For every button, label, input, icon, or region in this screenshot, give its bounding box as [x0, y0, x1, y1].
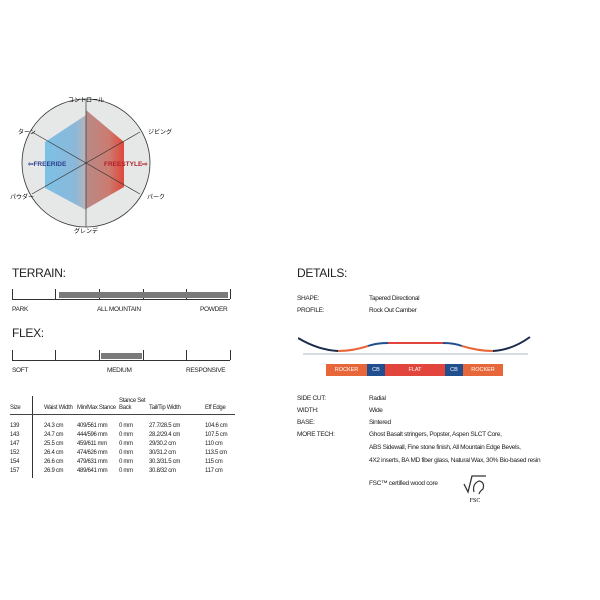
table-header: Tail/Tip Width	[149, 396, 205, 415]
terrain-label-park: PARK	[12, 306, 29, 313]
table-cell: 26.6 cm	[44, 459, 64, 465]
profile-label: PROFILE:	[297, 307, 325, 314]
table-cell: 154	[10, 459, 20, 465]
table-cell: 139	[10, 423, 20, 429]
table-cell: 0 mm	[119, 459, 133, 465]
flex-label-medium: MEDIUM	[107, 367, 132, 374]
table-header: Size	[10, 396, 44, 415]
fsc-text: FSC™ certified wood core	[369, 480, 438, 487]
table-cell: 0 mm	[119, 450, 133, 456]
table-row: 152 26.4 cm 474/626 mm 0 mm 30/31.2 cm 113.5 …	[10, 447, 235, 456]
table-row: 147 25.5 cm 459/611 mm 0 mm 29/30.2 cm 110 cm	[10, 438, 235, 447]
segment-rocker: ROCKER	[463, 364, 503, 376]
details-title: DETAILS:	[297, 266, 348, 280]
table-cell: 0 mm	[119, 423, 133, 429]
table-cell: 26.9 cm	[44, 468, 64, 474]
table-header: Waist Width	[44, 396, 77, 415]
table-cell: 409/561 mm	[77, 423, 108, 429]
table-cell: 28.2/29.4 cm	[149, 432, 181, 438]
terrain-label-powder: POWDER	[200, 306, 228, 313]
base-value: Sintered	[369, 419, 391, 426]
table-cell: 444/596 mm	[77, 432, 108, 438]
terrain-title: TERRAIN:	[12, 266, 66, 280]
segment-rocker: ROCKER	[326, 364, 367, 376]
width-value: Wide	[369, 407, 383, 414]
table-cell: 157	[10, 468, 20, 474]
size-table: Size Waist Width Min/Max Stance Stance S…	[10, 396, 235, 474]
tech-line: 4X2 inserts, BA MD fiber glass, Natural …	[369, 457, 541, 464]
flex-title: FLEX:	[12, 326, 44, 340]
shape-value: Tapered Directional	[369, 295, 420, 302]
table-cell: 30.3/31.5 cm	[149, 459, 181, 465]
axis-label-turn: ターン	[18, 128, 36, 136]
segment-flat: FLAT	[385, 364, 445, 376]
freeride-area	[45, 115, 86, 210]
base-label: BASE:	[297, 419, 315, 426]
axis-label-groomer: グレンデ	[74, 227, 98, 235]
flex-label-soft: SOFT	[12, 367, 29, 374]
sidecut-label: SIDE CUT:	[297, 395, 326, 402]
table-cell: 117 cm	[205, 468, 223, 474]
table-cell: 24.7 cm	[44, 432, 64, 438]
freeride-label: ⇦FREERIDE	[27, 161, 67, 168]
flex-label-responsive: RESPONSIVE	[186, 367, 226, 374]
table-header: Stance Set Back	[119, 396, 149, 415]
table-cell: 107.5 cm	[205, 432, 228, 438]
terrain-label-all-mountain: ALL MOUNTAIN	[97, 306, 141, 313]
table-cell: 25.5 cm	[44, 441, 64, 447]
table-cell: 24.3 cm	[44, 423, 64, 429]
table-cell: 479/631 mm	[77, 459, 108, 465]
segment-camber: CB	[445, 364, 463, 376]
fsc-logo-icon: FSC	[463, 475, 486, 504]
table-cell: 30/31.2 cm	[149, 450, 176, 456]
table-row: 157 26.9 cm 489/641 mm 0 mm 30.8/32 cm 117 cm	[10, 465, 235, 474]
tech-line: ABS Sidewall, Fine stone finish, All Mou…	[369, 444, 521, 451]
riding-style-radar: コントロール ジビング パーク グレンデ パウダー ターン ⇦FREERIDE …	[10, 97, 172, 235]
terrain-range-fill	[59, 292, 228, 298]
table-cell: 152	[10, 450, 20, 456]
table-header: Min/Max Stance	[77, 396, 119, 415]
table-cell: 29/30.2 cm	[149, 441, 176, 447]
table-cell: 0 mm	[119, 432, 133, 438]
axis-label-control: コントロール	[68, 97, 104, 104]
profile-segment-bar: ROCKER CB FLAT CB ROCKER	[326, 364, 503, 376]
table-cell: 459/611 mm	[77, 441, 107, 447]
table-cell: 0 mm	[119, 468, 133, 474]
table-cell: 110 cm	[205, 441, 223, 447]
axis-label-jibbing: ジビング	[148, 128, 172, 136]
profile-value: Rock Out Camber	[369, 307, 417, 314]
table-cell: 0 mm	[119, 441, 133, 447]
table-cell: 113.5 cm	[205, 450, 227, 456]
table-row: 139 24.3 cm 409/561 mm 0 mm 27.7/28.5 cm 104.…	[10, 415, 235, 429]
sidecut-value: Radial	[369, 395, 386, 402]
svg-text:FSC: FSC	[470, 498, 481, 504]
table-cell: 143	[10, 432, 20, 438]
axis-label-powder: パウダー	[10, 193, 34, 201]
table-header: Eff Edge	[205, 396, 235, 415]
width-label: WIDTH:	[297, 407, 319, 414]
table-cell: 115 cm	[205, 459, 223, 465]
table-row: 154 26.6 cm 479/631 mm 0 mm 30.3/31.5 cm 115 …	[10, 456, 235, 465]
tech-line: Ghost Basalt stringers, Popster, Aspen S…	[369, 431, 502, 438]
table-cell: 30.8/32 cm	[149, 468, 176, 474]
segment-camber: CB	[367, 364, 385, 376]
shape-label: SHAPE:	[297, 295, 320, 302]
profile-curve	[298, 336, 531, 355]
flex-range-fill	[101, 353, 142, 359]
freestyle-label: FREESTYLE⇨	[104, 161, 148, 168]
table-cell: 26.4 cm	[44, 450, 64, 456]
table-cell: 27.7/28.5 cm	[149, 423, 181, 429]
table-cell: 147	[10, 441, 20, 447]
table-cell: 489/641 mm	[77, 468, 108, 474]
freestyle-area	[86, 110, 124, 209]
axis-label-park: パーク	[147, 194, 165, 201]
table-cell: 474/626 mm	[77, 450, 108, 456]
table-cell: 104.6 cm	[205, 423, 228, 429]
tech-label: MORE TECH:	[297, 431, 335, 438]
table-row: 143 24.7 cm 444/596 mm 0 mm 28.2/29.4 cm 107.…	[10, 429, 235, 438]
